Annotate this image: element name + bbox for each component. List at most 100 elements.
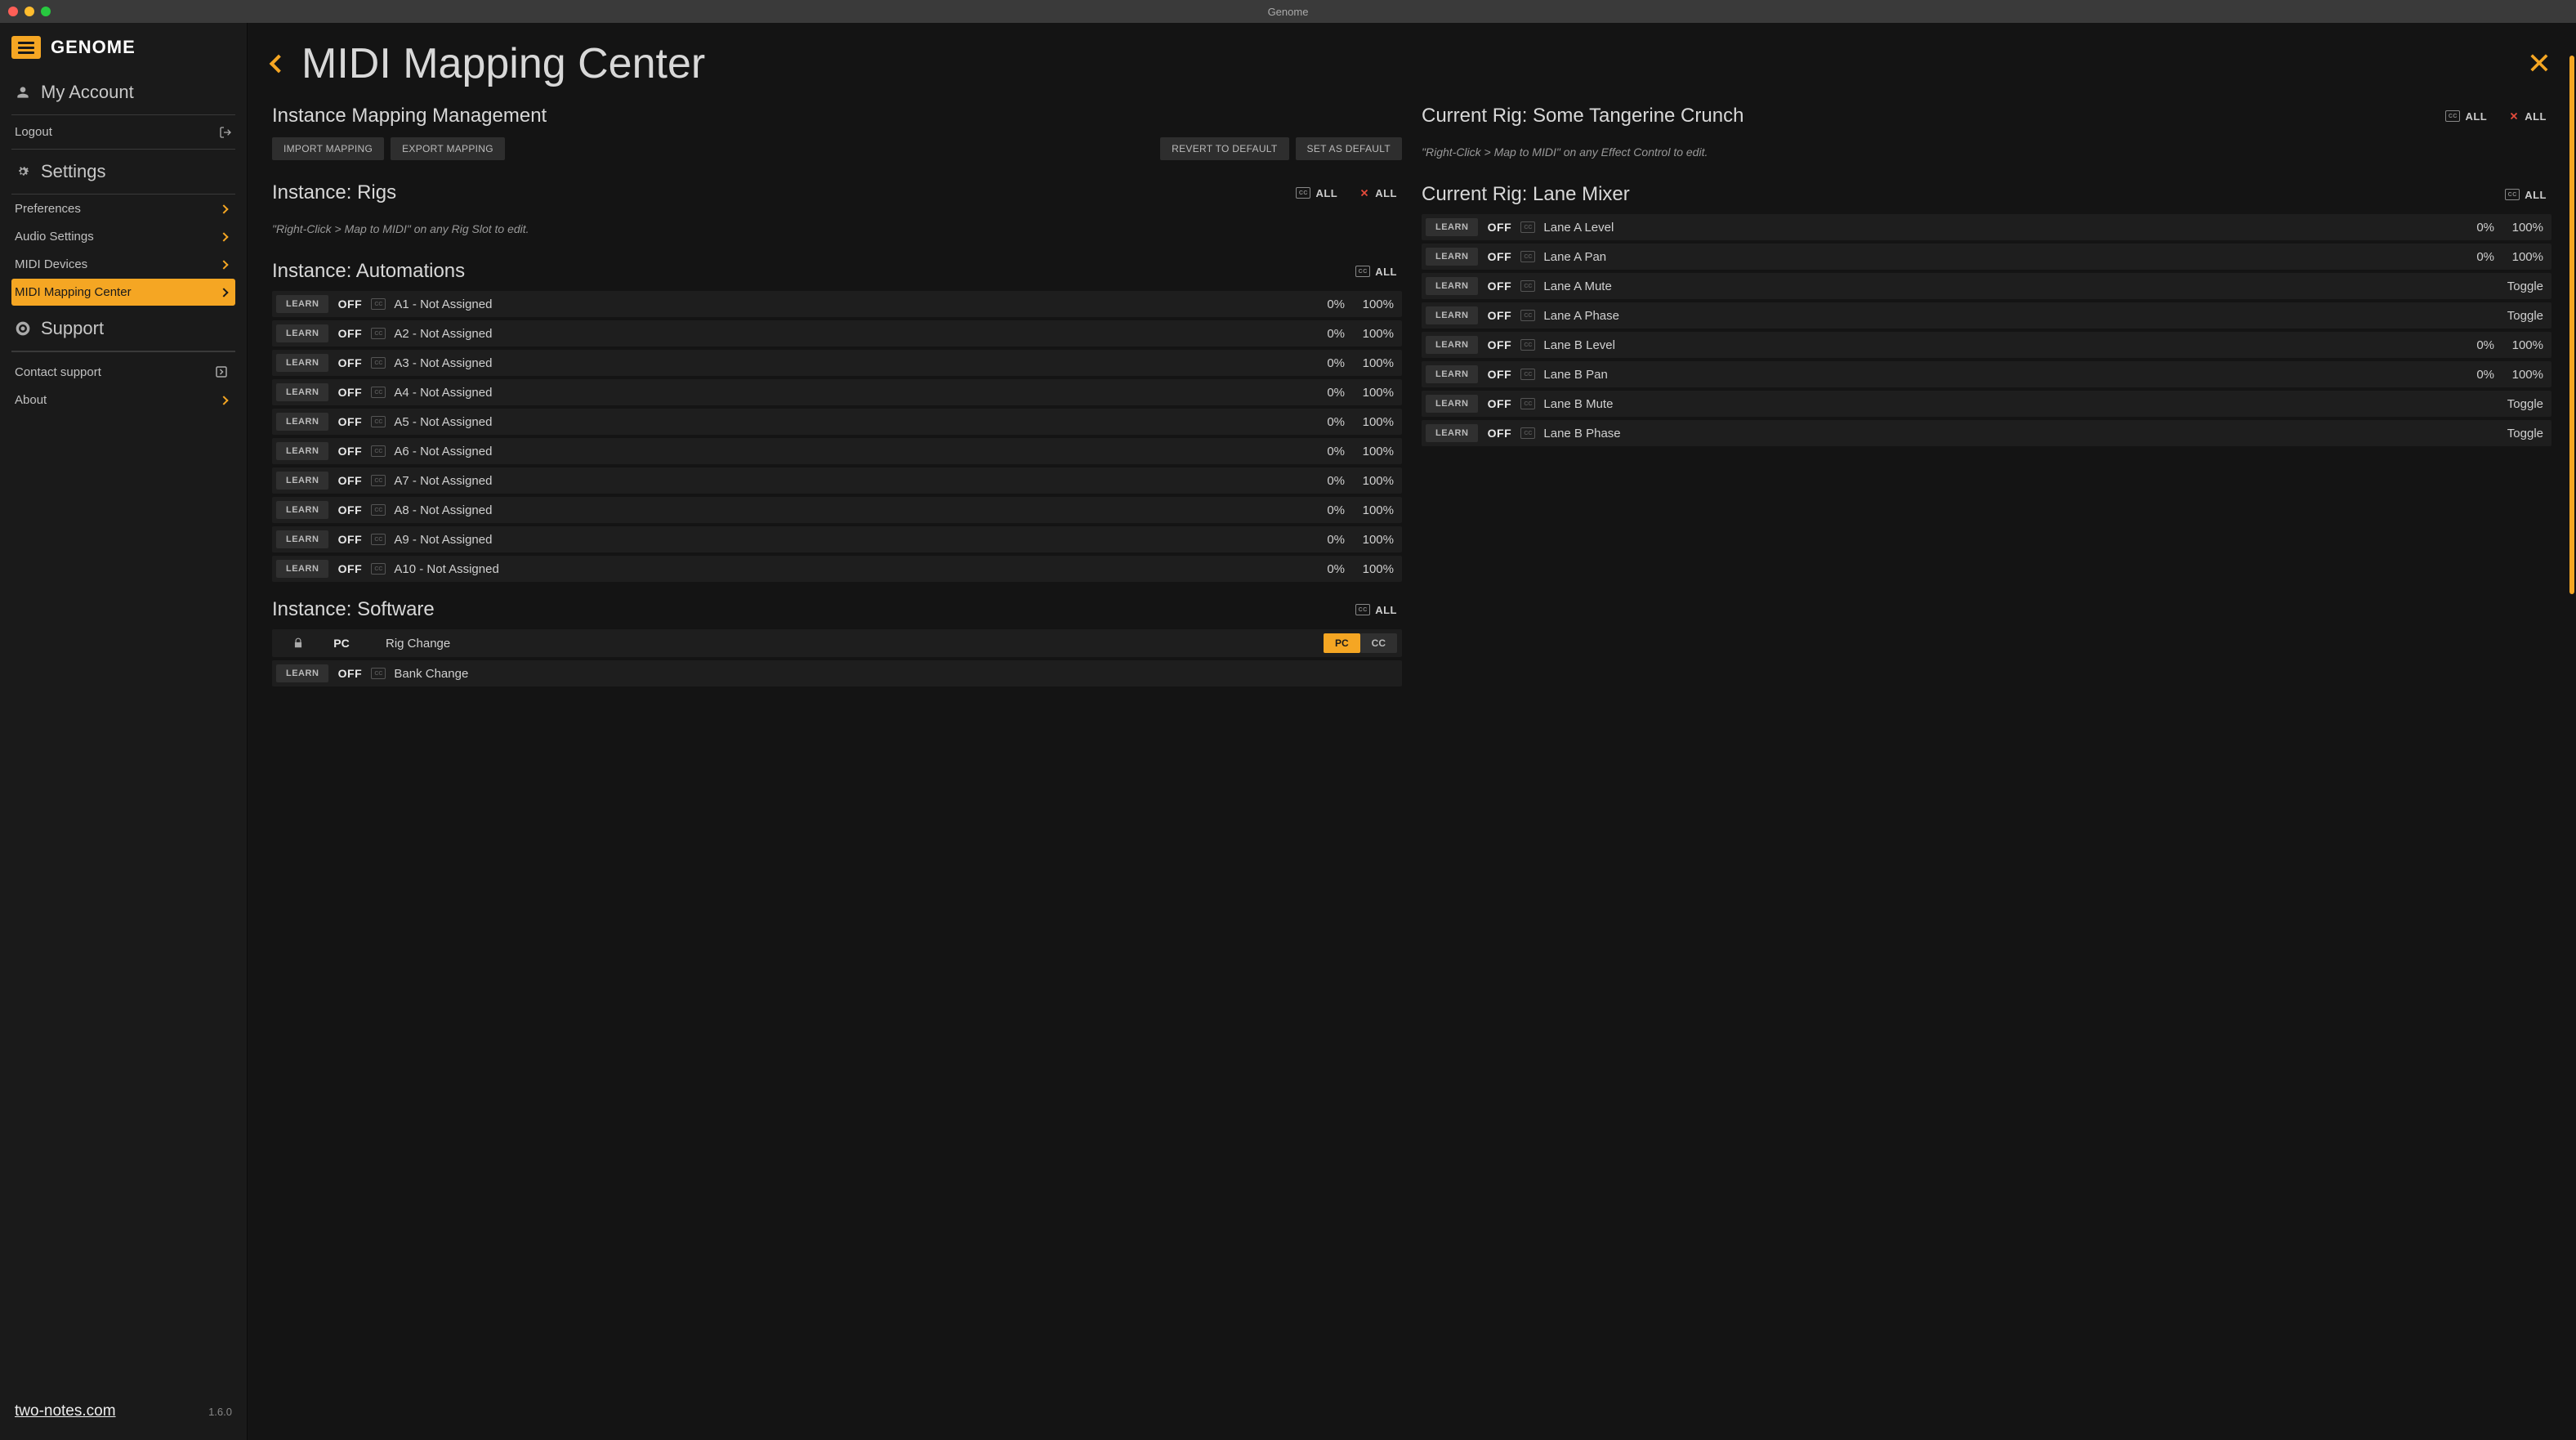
learn-button[interactable]: LEARN <box>276 413 328 431</box>
row-min[interactable]: 0% <box>1304 415 1345 429</box>
sidebar-item[interactable]: Audio Settings <box>11 223 235 250</box>
row-max[interactable]: 100% <box>2502 221 2543 235</box>
learn-button[interactable]: LEARN <box>276 295 328 313</box>
mixer-all-button[interactable]: CCALL <box>2500 186 2551 203</box>
cc-icon[interactable]: CC <box>1520 251 1535 262</box>
sidebar-heading-settings[interactable]: Settings <box>11 150 235 195</box>
cc-icon[interactable]: CC <box>1520 369 1535 380</box>
cc-icon[interactable]: CC <box>371 504 386 516</box>
cc-icon[interactable]: CC <box>371 475 386 486</box>
sidebar-item[interactable]: MIDI Mapping Center <box>11 279 235 306</box>
off-toggle[interactable]: OFF <box>1486 368 1512 381</box>
off-toggle[interactable]: OFF <box>337 356 363 369</box>
menu-icon[interactable] <box>11 36 41 59</box>
cc-icon[interactable]: CC <box>1520 398 1535 409</box>
revert-default-button[interactable]: REVERT TO DEFAULT <box>1160 137 1288 160</box>
learn-button[interactable]: LEARN <box>1426 424 1478 442</box>
row-max[interactable]: 100% <box>1353 533 1394 547</box>
row-min[interactable]: 0% <box>1304 386 1345 400</box>
sidebar-heading-support[interactable]: Support <box>11 306 235 351</box>
row-max[interactable]: 100% <box>1353 415 1394 429</box>
learn-button[interactable]: LEARN <box>276 501 328 519</box>
close-window-button[interactable] <box>8 7 18 16</box>
off-toggle[interactable]: OFF <box>1486 250 1512 263</box>
row-max[interactable]: 100% <box>1353 503 1394 517</box>
row-min[interactable]: 0% <box>2453 221 2494 235</box>
cc-icon[interactable]: CC <box>371 387 386 398</box>
export-mapping-button[interactable]: EXPORT MAPPING <box>391 137 505 160</box>
off-toggle[interactable]: OFF <box>1486 338 1512 351</box>
learn-button[interactable]: LEARN <box>276 664 328 682</box>
cc-icon[interactable]: CC <box>371 563 386 575</box>
off-toggle[interactable]: OFF <box>1486 309 1512 322</box>
close-icon[interactable]: ✕ <box>2527 49 2551 78</box>
row-max[interactable]: 100% <box>1353 445 1394 458</box>
row-min[interactable]: 0% <box>1304 533 1345 547</box>
learn-button[interactable]: LEARN <box>276 530 328 548</box>
sidebar-item[interactable]: Preferences <box>11 195 235 222</box>
off-toggle[interactable]: OFF <box>337 562 363 575</box>
row-min[interactable]: 0% <box>1304 474 1345 488</box>
cc-icon[interactable]: CC <box>371 445 386 457</box>
row-min[interactable]: 0% <box>1304 327 1345 341</box>
sidebar-item[interactable]: About <box>11 387 235 414</box>
row-toggle[interactable]: Toggle <box>2453 280 2543 293</box>
off-toggle[interactable]: OFF <box>337 503 363 517</box>
import-mapping-button[interactable]: IMPORT MAPPING <box>272 137 384 160</box>
cc-icon[interactable]: CC <box>1520 280 1535 292</box>
scrollbar-thumb[interactable] <box>2569 56 2574 594</box>
cc-icon[interactable]: CC <box>1520 427 1535 439</box>
off-toggle[interactable]: OFF <box>337 415 363 428</box>
off-toggle[interactable]: OFF <box>337 474 363 487</box>
row-min[interactable]: 0% <box>1304 445 1345 458</box>
pc-pill[interactable]: PC <box>1324 633 1360 653</box>
off-toggle[interactable]: OFF <box>337 327 363 340</box>
row-min[interactable]: 0% <box>1304 562 1345 576</box>
rig-all-cc-button[interactable]: CCALL <box>2440 108 2492 125</box>
learn-button[interactable]: LEARN <box>276 560 328 578</box>
row-min[interactable]: 0% <box>2453 250 2494 264</box>
row-min[interactable]: 0% <box>1304 356 1345 370</box>
rigs-all-cc-button[interactable]: CCALL <box>1291 185 1342 202</box>
learn-button[interactable]: LEARN <box>1426 277 1478 295</box>
row-max[interactable]: 100% <box>1353 356 1394 370</box>
row-max[interactable]: 100% <box>2502 338 2543 352</box>
row-min[interactable]: 0% <box>2453 338 2494 352</box>
cc-icon[interactable]: CC <box>1520 221 1535 233</box>
rig-all-clear-button[interactable]: ALL <box>2503 108 2551 125</box>
row-max[interactable]: 100% <box>1353 327 1394 341</box>
cc-icon[interactable]: CC <box>371 416 386 427</box>
row-max[interactable]: 100% <box>2502 250 2543 264</box>
cc-icon[interactable]: CC <box>371 534 386 545</box>
row-min[interactable]: 0% <box>2453 368 2494 382</box>
learn-button[interactable]: LEARN <box>1426 306 1478 324</box>
cc-icon[interactable]: CC <box>1520 339 1535 351</box>
cc-icon[interactable]: CC <box>371 668 386 679</box>
cc-icon[interactable]: CC <box>371 298 386 310</box>
row-max[interactable]: 100% <box>2502 368 2543 382</box>
row-min[interactable]: 0% <box>1304 503 1345 517</box>
cc-pill[interactable]: CC <box>1360 633 1397 653</box>
set-default-button[interactable]: SET AS DEFAULT <box>1296 137 1402 160</box>
off-toggle[interactable]: OFF <box>1486 427 1512 440</box>
row-toggle[interactable]: Toggle <box>2453 427 2543 440</box>
row-min[interactable]: 0% <box>1304 297 1345 311</box>
cc-icon[interactable]: CC <box>371 357 386 369</box>
off-toggle[interactable]: OFF <box>1486 280 1512 293</box>
sidebar-heading-my-account[interactable]: My Account <box>11 70 235 115</box>
learn-button[interactable]: LEARN <box>276 442 328 460</box>
off-toggle[interactable]: OFF <box>1486 221 1512 234</box>
zoom-window-button[interactable] <box>41 7 51 16</box>
footer-url[interactable]: two-notes.com <box>15 1402 116 1420</box>
autom-all-button[interactable]: CCALL <box>1351 263 1402 280</box>
learn-button[interactable]: LEARN <box>1426 395 1478 413</box>
row-toggle[interactable]: Toggle <box>2453 309 2543 323</box>
row-max[interactable]: 100% <box>1353 474 1394 488</box>
learn-button[interactable]: LEARN <box>1426 218 1478 236</box>
learn-button[interactable]: LEARN <box>276 324 328 342</box>
row-toggle[interactable]: Toggle <box>2453 397 2543 411</box>
rigs-all-clear-button[interactable]: ALL <box>1354 185 1402 202</box>
sidebar-item[interactable]: MIDI Devices <box>11 251 235 278</box>
off-toggle[interactable]: OFF <box>337 667 363 680</box>
minimize-window-button[interactable] <box>25 7 34 16</box>
